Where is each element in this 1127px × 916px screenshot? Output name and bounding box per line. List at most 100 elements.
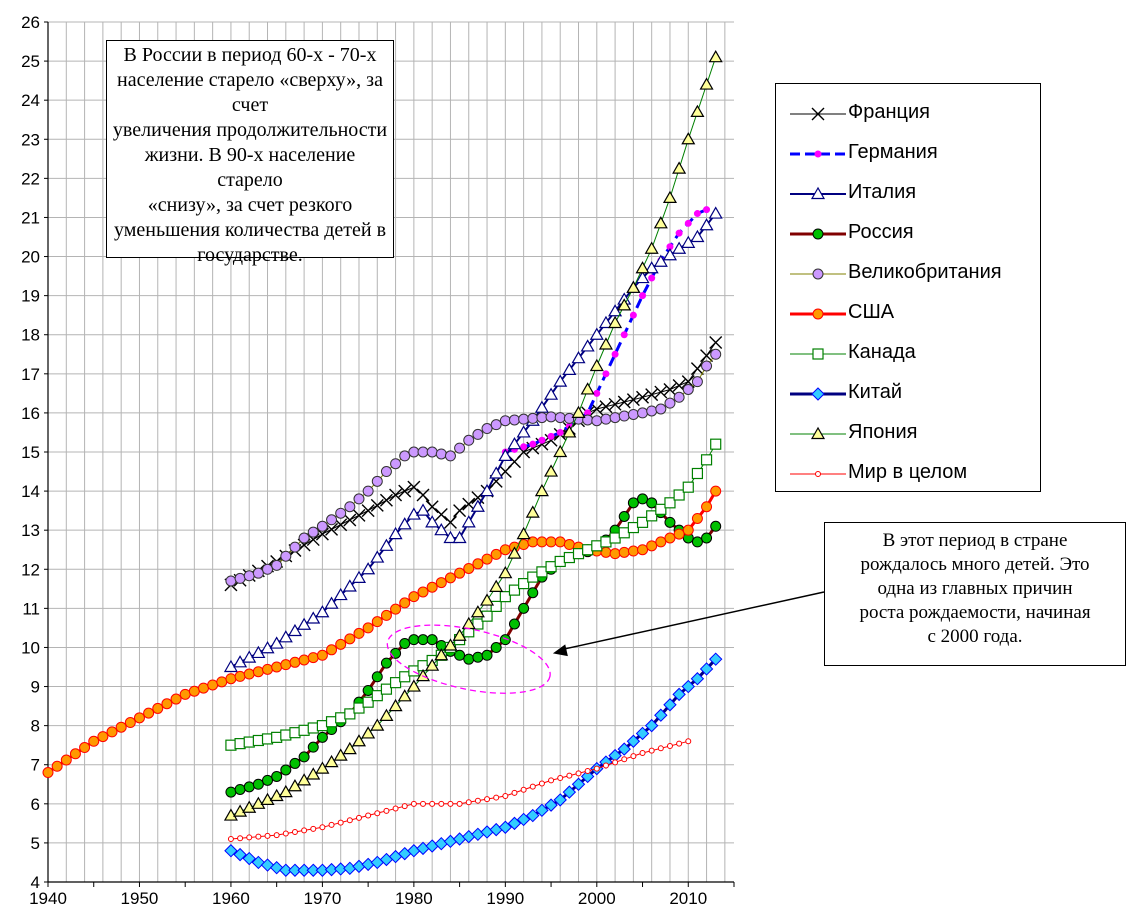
- data-point: [536, 412, 548, 424]
- legend-swatch: [790, 308, 846, 320]
- legend-label: Россия: [848, 221, 914, 243]
- data-point: [700, 454, 713, 466]
- y-tick-label: 19: [21, 287, 40, 306]
- y-tick-label: 8: [31, 717, 40, 736]
- data-point: [316, 731, 328, 743]
- data-point: [635, 270, 650, 284]
- data-point: [520, 443, 528, 451]
- y-tick-label: 6: [31, 795, 40, 814]
- data-point: [361, 562, 376, 575]
- data-point: [453, 504, 467, 518]
- data-point: [690, 104, 705, 118]
- data-point: [699, 77, 714, 90]
- data-point: [371, 690, 383, 702]
- data-point: [655, 503, 667, 515]
- legend-label: Мир в целом: [848, 461, 968, 483]
- data-point: [563, 412, 575, 424]
- data-point: [499, 634, 511, 646]
- data-point: [682, 383, 694, 395]
- data-point: [508, 618, 520, 630]
- data-point: [390, 458, 402, 470]
- data-point: [611, 350, 619, 358]
- data-point: [225, 673, 237, 685]
- data-point: [691, 536, 703, 548]
- data-point: [700, 349, 714, 363]
- data-point: [580, 339, 595, 352]
- data-point: [653, 216, 668, 229]
- data-point: [710, 485, 722, 497]
- data-point: [547, 432, 555, 440]
- data-point: [362, 684, 374, 696]
- data-point: [527, 587, 539, 599]
- x-tick-label: 1940: [29, 889, 67, 908]
- data-point: [664, 532, 676, 544]
- y-tick-label: 13: [21, 521, 40, 540]
- data-point: [648, 747, 655, 754]
- data-point: [554, 536, 566, 548]
- data-point: [435, 448, 447, 460]
- data-point: [379, 493, 393, 507]
- legend-swatch: [790, 186, 846, 200]
- data-point: [699, 662, 714, 676]
- data-point: [234, 783, 246, 795]
- data-point: [106, 726, 118, 738]
- data-point: [612, 759, 619, 766]
- data-point: [644, 261, 659, 274]
- data-point: [454, 649, 466, 661]
- data-point: [410, 800, 417, 807]
- annotation-arrow: [552, 591, 825, 657]
- data-point: [701, 501, 713, 513]
- data-point: [489, 579, 504, 592]
- data-point: [362, 622, 374, 634]
- data-point: [664, 497, 676, 509]
- data-point: [639, 750, 646, 756]
- data-point: [397, 689, 412, 702]
- data-point: [490, 641, 502, 653]
- data-point: [535, 803, 549, 818]
- data-point: [627, 408, 639, 420]
- data-point: [326, 514, 338, 526]
- data-point: [390, 647, 402, 659]
- data-point: [408, 665, 420, 677]
- data-point: [508, 414, 520, 426]
- data-point: [234, 738, 246, 750]
- data-point: [693, 210, 701, 218]
- data-point: [635, 261, 650, 274]
- data-point: [618, 511, 630, 522]
- data-point: [328, 821, 335, 828]
- legend-label: Япония: [848, 421, 918, 443]
- data-point: [326, 644, 338, 656]
- data-point: [417, 586, 429, 598]
- data-point: [710, 520, 722, 532]
- data-point: [598, 315, 613, 329]
- data-point: [42, 767, 54, 779]
- y-tick-label: 11: [22, 599, 40, 618]
- data-point: [278, 784, 293, 798]
- data-point: [255, 833, 262, 840]
- data-point: [708, 49, 723, 63]
- data-point: [527, 412, 539, 424]
- data-point: [499, 544, 511, 556]
- data-point: [316, 520, 328, 532]
- data-point: [335, 507, 347, 519]
- data-point: [673, 391, 685, 403]
- highlight-ellipse-shape: [386, 624, 551, 694]
- data-point: [639, 292, 647, 300]
- data-point: [370, 498, 384, 512]
- y-tick-label: 7: [31, 756, 40, 775]
- data-point: [584, 767, 591, 774]
- data-point: [425, 658, 440, 671]
- data-point: [408, 591, 420, 603]
- data-point: [233, 804, 248, 817]
- data-point: [380, 657, 392, 669]
- data-point: [673, 489, 685, 501]
- data-point: [629, 311, 637, 319]
- data-point: [534, 483, 549, 497]
- data-point: [262, 774, 274, 786]
- highlight-ellipse: [386, 624, 551, 694]
- data-point: [264, 832, 271, 839]
- data-point: [682, 524, 694, 536]
- data-point: [399, 450, 411, 462]
- data-point: [545, 561, 557, 573]
- data-point: [262, 663, 274, 675]
